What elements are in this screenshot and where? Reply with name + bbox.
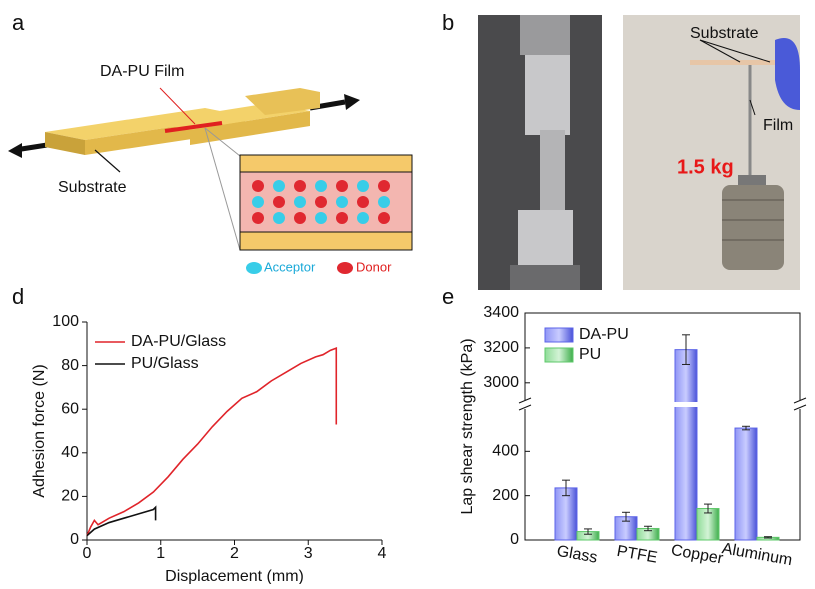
y-tick-label: 3400: [483, 304, 519, 321]
y-axis-title: Lap shear strength (kPa): [459, 338, 476, 514]
bar: [735, 428, 757, 540]
x-tick-label: 2: [230, 545, 239, 562]
legend-swatch: [545, 328, 573, 342]
legend-swatch: [545, 348, 573, 362]
x-tick-label: PTFE: [615, 543, 658, 567]
panel-label: d: [12, 284, 24, 309]
legend-label: DA-PU/Glass: [131, 333, 226, 350]
film-label: Film: [763, 117, 793, 134]
y-tick-label: 0: [510, 531, 519, 548]
legend-label: PU/Glass: [131, 355, 199, 372]
substrate-label: Substrate: [58, 179, 127, 196]
y-tick-label: 20: [61, 488, 79, 505]
series-line: [87, 348, 336, 535]
legend-label: DA-PU: [579, 326, 629, 343]
legend-label: Acceptor: [264, 259, 316, 274]
y-tick-label: 40: [61, 444, 79, 461]
y-tick-label: 3200: [483, 339, 519, 356]
y-tick-label: 400: [492, 443, 519, 460]
y-tick-label: 60: [61, 400, 79, 417]
substrate-label: Substrate: [690, 25, 759, 42]
x-tick-label: 1: [156, 545, 165, 562]
film-label: DA-PU Film: [100, 63, 184, 80]
bar: [675, 350, 697, 540]
x-axis-title: Displacement (mm): [165, 568, 304, 584]
panel-label: a: [12, 10, 25, 35]
y-tick-label: 100: [52, 313, 79, 330]
legend-label: Donor: [356, 259, 392, 274]
y-tick-label: 0: [70, 531, 79, 548]
photo-tensile-grips: [478, 15, 602, 290]
y-tick-label: 200: [492, 487, 519, 504]
legend-label: PU: [579, 346, 601, 363]
x-tick-label: Aluminum: [721, 540, 794, 569]
break-gap: [674, 402, 698, 407]
x-tick-label: Glass: [555, 543, 598, 567]
photo-weight-test: [623, 15, 800, 290]
panel-label: b: [442, 10, 454, 35]
x-tick-label: 4: [378, 545, 387, 562]
y-tick-label: 3000: [483, 374, 519, 391]
x-tick-label: 3: [304, 545, 313, 562]
y-tick-label: 80: [61, 357, 79, 374]
figure: a b c d e DA-PU Film Substrate Acceptor …: [0, 0, 815, 584]
panel-label: e: [442, 284, 454, 309]
x-tick-label: Copper: [670, 542, 725, 568]
weight-label: 1.5 kg: [677, 156, 734, 178]
y-axis-title: Adhesion force (N): [31, 364, 48, 497]
x-tick-label: 0: [83, 545, 92, 562]
series-line: [87, 507, 156, 535]
